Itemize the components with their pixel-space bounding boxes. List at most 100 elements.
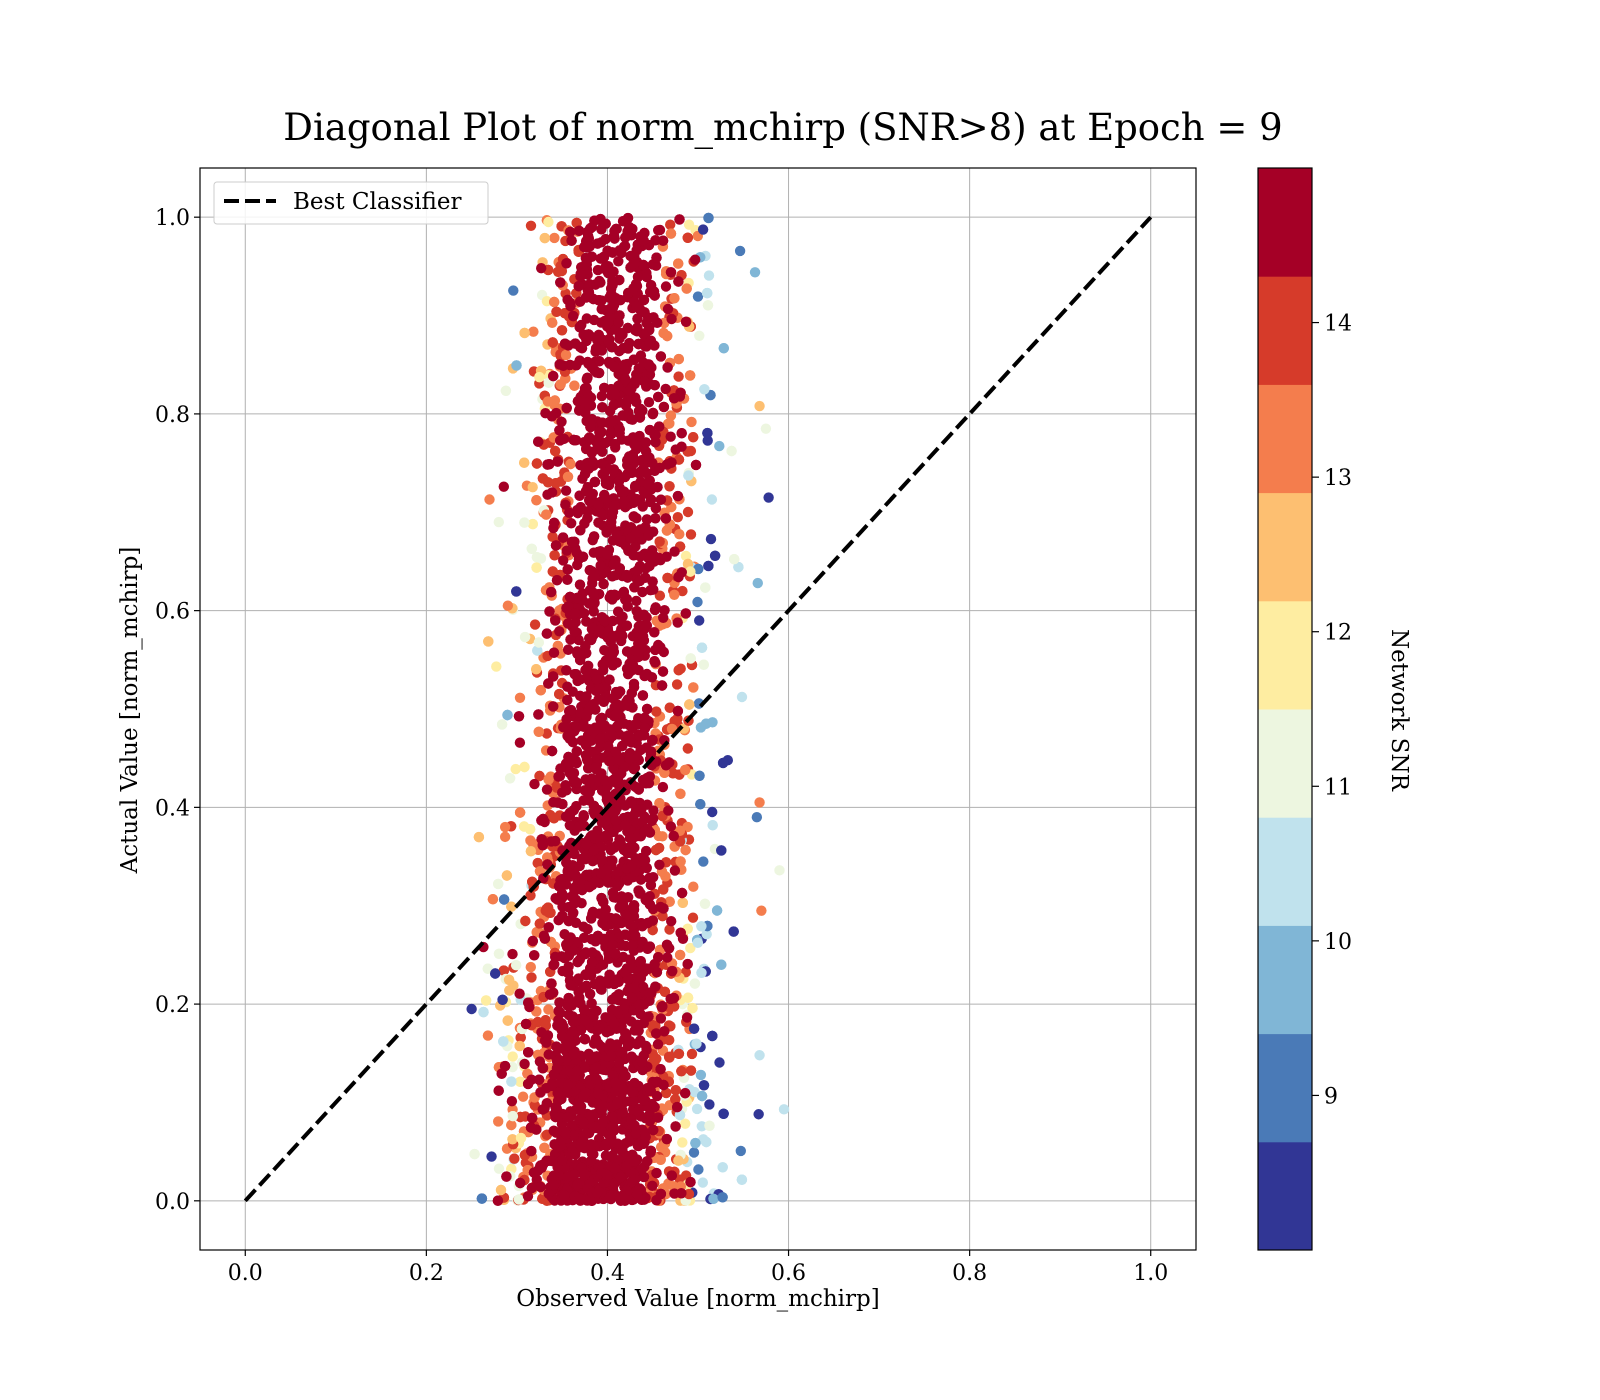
scatter-point [718, 343, 729, 354]
scatter-point [550, 835, 561, 847]
scatter-point [504, 773, 516, 784]
scatter-point [666, 916, 677, 927]
scatter-point [553, 266, 564, 277]
scatter-point [550, 615, 561, 626]
scatter-point [633, 1025, 644, 1036]
scatter-point [632, 313, 643, 324]
scatter-point [568, 310, 579, 322]
scatter-point [661, 939, 673, 950]
scatter-point [630, 719, 641, 730]
scatter-point [526, 972, 537, 983]
scatter-point [665, 228, 677, 239]
scatter-point [593, 683, 605, 694]
scatter-point [683, 470, 694, 481]
scatter-point [586, 633, 597, 644]
scatter-point [628, 1096, 639, 1107]
scatter-point [487, 894, 499, 905]
scatter-point [561, 665, 572, 676]
scatter-point [609, 1162, 621, 1174]
scatter-point [509, 1153, 520, 1164]
scatter-point [612, 957, 623, 968]
scatter-point [680, 1088, 691, 1099]
scatter-point [651, 967, 663, 978]
scatter-point [493, 878, 504, 890]
scatter-point [498, 1036, 509, 1047]
scatter-point [571, 1066, 582, 1077]
chart-title: Diagonal Plot of norm_mchirp (SNR>8) at … [283, 106, 1282, 150]
scatter-point [628, 354, 639, 365]
scatter-point [581, 839, 592, 850]
scatter-point [688, 881, 699, 892]
scatter-point [473, 831, 485, 843]
scatter-point [647, 408, 658, 420]
scatter-point [562, 694, 573, 706]
scatter-point [698, 1080, 710, 1091]
scatter-point [561, 258, 572, 269]
scatter-point [547, 566, 558, 577]
scatter-point [621, 569, 632, 581]
scatter-point [669, 546, 680, 557]
scatter-point [707, 1030, 718, 1042]
scatter-point [662, 572, 673, 584]
scatter-point [587, 456, 598, 467]
scatter-point [483, 636, 494, 647]
scatter-point [606, 415, 618, 427]
scatter-point [670, 1121, 681, 1132]
scatter-point [609, 589, 620, 600]
scatter-point [643, 397, 655, 408]
scatter-point [548, 671, 559, 682]
scatter-point [511, 586, 522, 597]
scatter-point [600, 437, 611, 449]
scatter-point [594, 624, 605, 636]
scatter-point [677, 585, 688, 597]
scatter-point [578, 608, 590, 619]
scatter-point [562, 574, 573, 585]
scatter-point [676, 887, 688, 899]
scatter-point [656, 680, 668, 691]
scatter-point [707, 820, 718, 831]
scatter-point [705, 533, 717, 545]
scatter-point [513, 1194, 525, 1205]
scatter-point [547, 317, 558, 328]
scatter-point [566, 235, 577, 246]
scatter-point [644, 453, 655, 464]
scatter-point [626, 962, 637, 974]
scatter-point [535, 685, 546, 696]
scatter-point [546, 978, 557, 989]
scatter-point [714, 440, 725, 452]
scatter-point [624, 954, 636, 965]
scatter-point [543, 1049, 554, 1060]
scatter-point [610, 223, 622, 235]
scatter-point [666, 1170, 677, 1181]
scatter-point [533, 637, 544, 648]
scatter-point [582, 513, 593, 524]
scatter-point [682, 506, 694, 518]
scatter-point [644, 771, 655, 782]
scatter-point [580, 463, 591, 474]
scatter-point [641, 742, 652, 753]
scatter-point [670, 1085, 681, 1096]
scatter-point [559, 308, 570, 319]
scatter-point [657, 910, 668, 922]
scatter-point [605, 428, 617, 440]
scatter-point [655, 351, 667, 362]
scatter-point [694, 615, 705, 626]
scatter-point [685, 942, 696, 954]
scatter-point [629, 663, 641, 675]
scatter-point [514, 988, 525, 999]
scatter-point [703, 270, 715, 281]
scatter-point [591, 1005, 602, 1017]
scatter-point [687, 912, 699, 923]
scatter-point [660, 281, 672, 292]
scatter-point [578, 811, 589, 822]
scatter-point [726, 445, 737, 457]
scatter-point [585, 683, 597, 694]
scatter-point [578, 852, 589, 863]
scatter-point [615, 1172, 626, 1183]
scatter-point [646, 1019, 658, 1031]
scatter-point [534, 371, 545, 383]
scatter-point [673, 258, 684, 269]
scatter-point [528, 1167, 540, 1178]
scatter-point [584, 417, 596, 428]
scatter-point [676, 428, 687, 439]
